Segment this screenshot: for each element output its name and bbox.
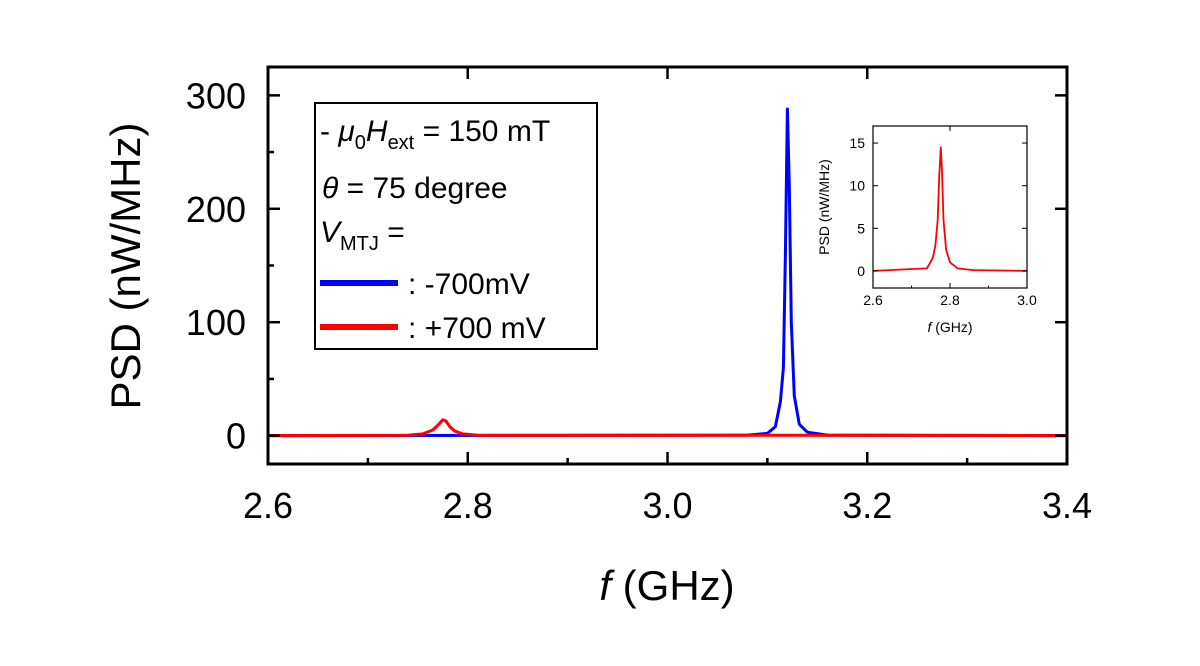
series-line-1	[267, 418, 1068, 438]
inset-series-group	[872, 146, 1028, 272]
inset-x-axis-label: f (GHz)	[927, 319, 972, 335]
legend: - μ0Hext = 150 mT θ = 75 degree VMTJ = :…	[314, 102, 598, 350]
inset-x-tick-label: 3.0	[1017, 292, 1037, 308]
y-tick-label: 100	[186, 302, 246, 343]
inset-y-axis-label: PSD (nW/MHz)	[816, 159, 832, 255]
inset-y-tick-label: 15	[849, 135, 865, 151]
series-line-0	[267, 107, 1068, 438]
y-tick-label: 0	[226, 416, 246, 457]
main-series-group	[267, 107, 1068, 438]
y-tick-label: 300	[186, 75, 246, 116]
x-tick-label: 3.0	[642, 485, 692, 526]
inset-y-tick-label: 0	[857, 263, 865, 279]
x-tick-label: 2.8	[443, 485, 493, 526]
legend-theta-symbol: θ	[322, 172, 339, 205]
inset-series-line-0	[872, 146, 1028, 272]
legend-field-h: H	[366, 115, 388, 148]
legend-field-rest: = 150 mT	[414, 115, 550, 148]
legend-theta-rest: = 75 degree	[338, 172, 507, 205]
inset-x-tick-label: 2.6	[863, 292, 883, 308]
legend-theta-line: θ = 75 degree	[322, 172, 508, 205]
legend-vmtj-sub: MTJ	[340, 233, 379, 255]
inset-x-axis-label-rest: (GHz)	[931, 319, 972, 335]
legend-label-red: : +700 mV	[408, 312, 546, 345]
x-tick-label: 3.4	[1042, 485, 1092, 526]
legend-field-mu-sub: 0	[355, 132, 366, 154]
y-axis-label: PSD (nW/MHz)	[102, 123, 149, 410]
legend-field-h-sub: ext	[388, 132, 415, 154]
legend-field-line: - μ0Hext = 150 mT	[320, 115, 550, 154]
inset-ticks: 2.6 2.8 3.0 0 5 10 15	[849, 126, 1037, 308]
x-axis-label-rest: (GHz)	[611, 562, 735, 609]
x-tick-label: 3.2	[842, 485, 892, 526]
legend-label-blue: : -700mV	[408, 268, 530, 301]
x-axis-label: f (GHz)	[599, 562, 734, 609]
inset-background	[873, 126, 1027, 288]
legend-field-prefix: -	[320, 115, 338, 148]
legend-field-mu: μ	[337, 115, 354, 148]
x-tick-label: 2.6	[243, 485, 293, 526]
legend-vmtj-rest: =	[379, 216, 405, 249]
inset-y-tick-label: 5	[857, 220, 865, 236]
inset-x-tick-label: 2.8	[940, 292, 960, 308]
legend-frame	[314, 102, 598, 350]
legend-vmtj-v: V	[320, 216, 343, 249]
inset-y-tick-label: 10	[849, 178, 865, 194]
legend-vmtj-line: VMTJ =	[320, 216, 405, 255]
inset-x-axis-label-italic: f	[927, 319, 933, 335]
y-tick-label: 200	[186, 189, 246, 230]
inset-plot: 2.6 2.8 3.0 0 5 10 15 f (GHz) PSD (nW/MHz)	[816, 125, 1037, 335]
